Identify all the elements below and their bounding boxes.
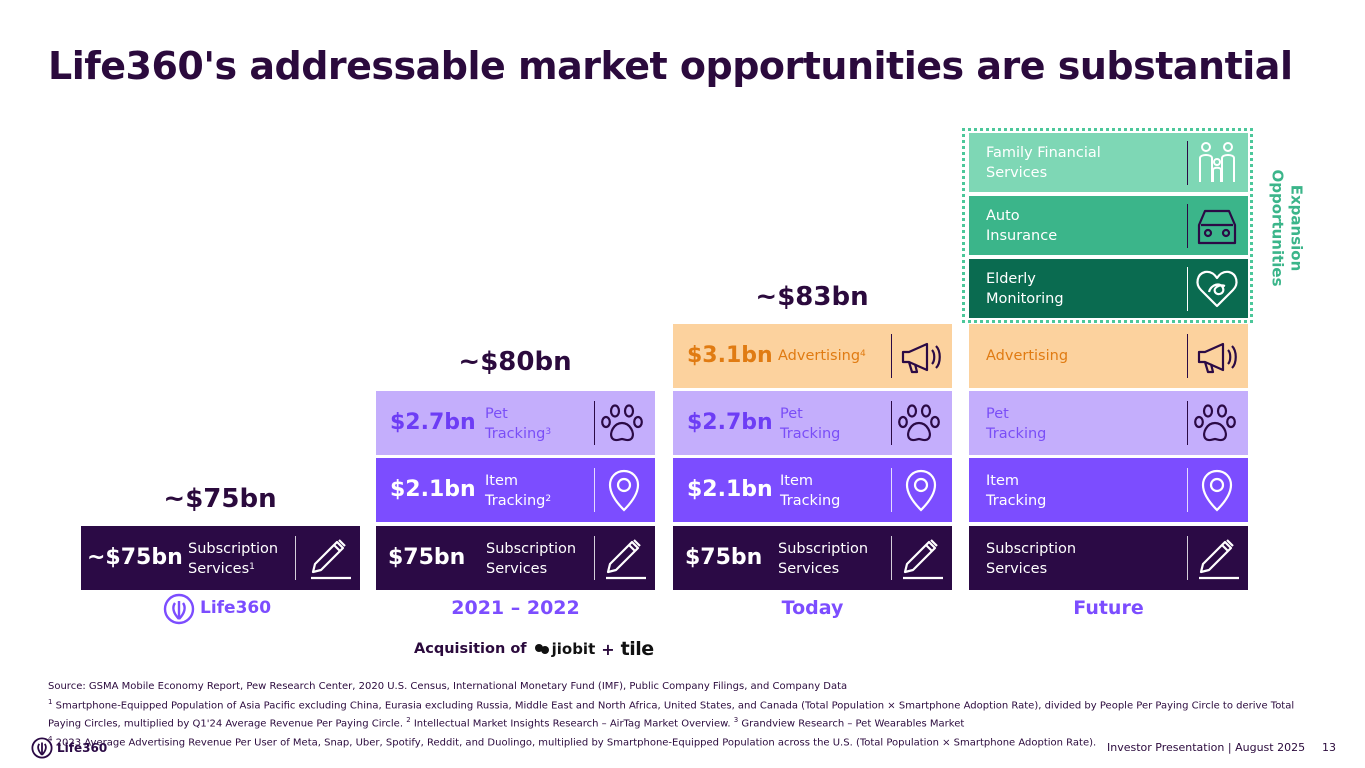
- acquisition-line: Acquisition of jiobit + tile: [414, 638, 654, 660]
- pen-icon: [903, 539, 943, 580]
- footer-logo: Life360: [31, 737, 107, 759]
- col4-elderly-monitoring-segment: Elderly Monitoring: [969, 259, 1248, 318]
- col3-advertising-segment: $3.1bn Advertising4: [673, 324, 952, 388]
- page-title: Life360's addressable market opportuniti…: [48, 44, 1293, 88]
- acquisition-plus: +: [601, 639, 615, 659]
- footer-presentation: Investor Presentation | August 2025: [1107, 741, 1306, 754]
- col1-subscription-segment: ~$75bn Subscription Services1: [81, 526, 360, 590]
- page-number: 13: [1322, 741, 1336, 754]
- tile-brand: tile: [620, 638, 655, 660]
- divider: [594, 401, 595, 445]
- col3-item-label: Item Tracking: [780, 473, 841, 509]
- col3-item-segment: $2.1bn Item Tracking: [673, 458, 952, 522]
- col3-sub-amount: $75bn: [685, 545, 763, 570]
- divider: [891, 536, 892, 580]
- divider: [1187, 334, 1188, 378]
- life360-logo-icon: [163, 593, 195, 625]
- divider: [1187, 468, 1188, 512]
- megaphone-icon: [1197, 342, 1237, 374]
- col3-pet-label: Pet Tracking: [780, 406, 841, 442]
- car-icon: [1197, 209, 1237, 245]
- divider: [891, 468, 892, 512]
- divider: [295, 536, 296, 580]
- col4-advertising-segment: Advertising: [969, 324, 1248, 388]
- location-pin-icon: [608, 469, 640, 512]
- life360-brand: Life360: [163, 593, 273, 625]
- col3-subscription-segment: $75bn Subscription Services: [673, 526, 952, 590]
- acquisition-prefix: Acquisition of: [414, 641, 527, 657]
- divider: [1187, 204, 1188, 248]
- divider: [891, 401, 892, 445]
- family-icon: [1199, 142, 1235, 182]
- footnotes: Source: GSMA Mobile Economy Report, Pew …: [48, 680, 1318, 751]
- expansion-label: Expansion Opportunities: [1268, 169, 1306, 287]
- col3-period-label: Today: [781, 597, 844, 619]
- col3-item-amount: $2.1bn: [687, 477, 773, 502]
- col2-sub-amount: $75bn: [388, 545, 466, 570]
- col4-item-label: Item Tracking: [986, 473, 1047, 509]
- location-pin-icon: [1201, 469, 1233, 512]
- divider: [1187, 536, 1188, 580]
- col3-adv-amount: $3.1bn: [687, 343, 773, 368]
- col2-item-amount: $2.1bn: [390, 477, 476, 502]
- pen-icon: [606, 539, 646, 580]
- col2-subscription-segment: $75bn Subscription Services: [376, 526, 655, 590]
- jiobit-logo-icon: [534, 644, 549, 654]
- col4-pet-label: Pet Tracking: [986, 406, 1047, 442]
- expansion-frame: [962, 128, 1253, 323]
- col4-auto-insurance-segment: Auto Insurance: [969, 196, 1248, 255]
- paw-icon: [1194, 404, 1236, 442]
- col1-total: ~$75bn: [163, 484, 277, 514]
- source-note: Source: GSMA Mobile Economy Report, Pew …: [48, 681, 848, 692]
- col4-auto-label: Auto Insurance: [986, 208, 1058, 244]
- col4-elderly-label: Elderly Monitoring: [986, 271, 1064, 307]
- col2-total: ~$80bn: [458, 347, 572, 377]
- col3-adv-label: Advertising4: [778, 348, 866, 364]
- life360-logo-icon: [31, 737, 53, 759]
- divider: [1187, 267, 1188, 311]
- divider: [594, 536, 595, 580]
- divider: [594, 468, 595, 512]
- col2-item-segment: $2.1bn Item Tracking2: [376, 458, 655, 522]
- heart-icon: [1196, 270, 1238, 308]
- expansion-label-wrap: Expansion Opportunities: [1262, 163, 1310, 293]
- location-pin-icon: [905, 469, 937, 512]
- life360-brand-text: Life360: [200, 598, 272, 618]
- col2-pet-segment: $2.7bn Pet Tracking3: [376, 391, 655, 455]
- col1-sub-amount: ~$75bn: [87, 545, 183, 570]
- divider: [1187, 141, 1188, 185]
- divider: [1187, 401, 1188, 445]
- footnote-1-4: 1 Smartphone-Equipped Population of Asia…: [48, 697, 1295, 730]
- col2-sub-label: Subscription Services: [486, 541, 577, 577]
- col3-total: ~$83bn: [755, 282, 869, 312]
- col4-adv-label: Advertising: [986, 348, 1069, 364]
- col2-item-label: Item Tracking2: [485, 473, 552, 509]
- pen-icon: [1199, 539, 1239, 580]
- col4-sub-label: Subscription Services: [986, 541, 1077, 577]
- col3-pet-amount: $2.7bn: [687, 410, 773, 435]
- footnote-4: 4 2023 Average Advertising Revenue Per U…: [48, 735, 1097, 749]
- col1-sub-label: Subscription Services1: [188, 541, 279, 577]
- col4-pet-segment: Pet Tracking: [969, 391, 1248, 455]
- col2-pet-amount: $2.7bn: [390, 410, 476, 435]
- footer-logo-text: Life360: [57, 741, 108, 755]
- paw-icon: [601, 404, 643, 442]
- col3-pet-segment: $2.7bn Pet Tracking: [673, 391, 952, 455]
- col4-family-financial-segment: Family Financial Services: [969, 133, 1248, 192]
- col4-family-label: Family Financial Services: [986, 145, 1101, 181]
- col2-period-label: 2021 – 2022: [451, 597, 580, 619]
- col4-period-label: Future: [1073, 597, 1144, 619]
- col2-pet-label: Pet Tracking3: [485, 406, 552, 442]
- jiobit-brand: jiobit: [551, 640, 596, 658]
- col3-sub-label: Subscription Services: [778, 541, 869, 577]
- col4-item-segment: Item Tracking: [969, 458, 1248, 522]
- pen-icon: [311, 539, 351, 580]
- col4-subscription-segment: Subscription Services: [969, 526, 1248, 590]
- megaphone-icon: [901, 342, 941, 374]
- paw-icon: [898, 404, 940, 442]
- divider: [891, 334, 892, 378]
